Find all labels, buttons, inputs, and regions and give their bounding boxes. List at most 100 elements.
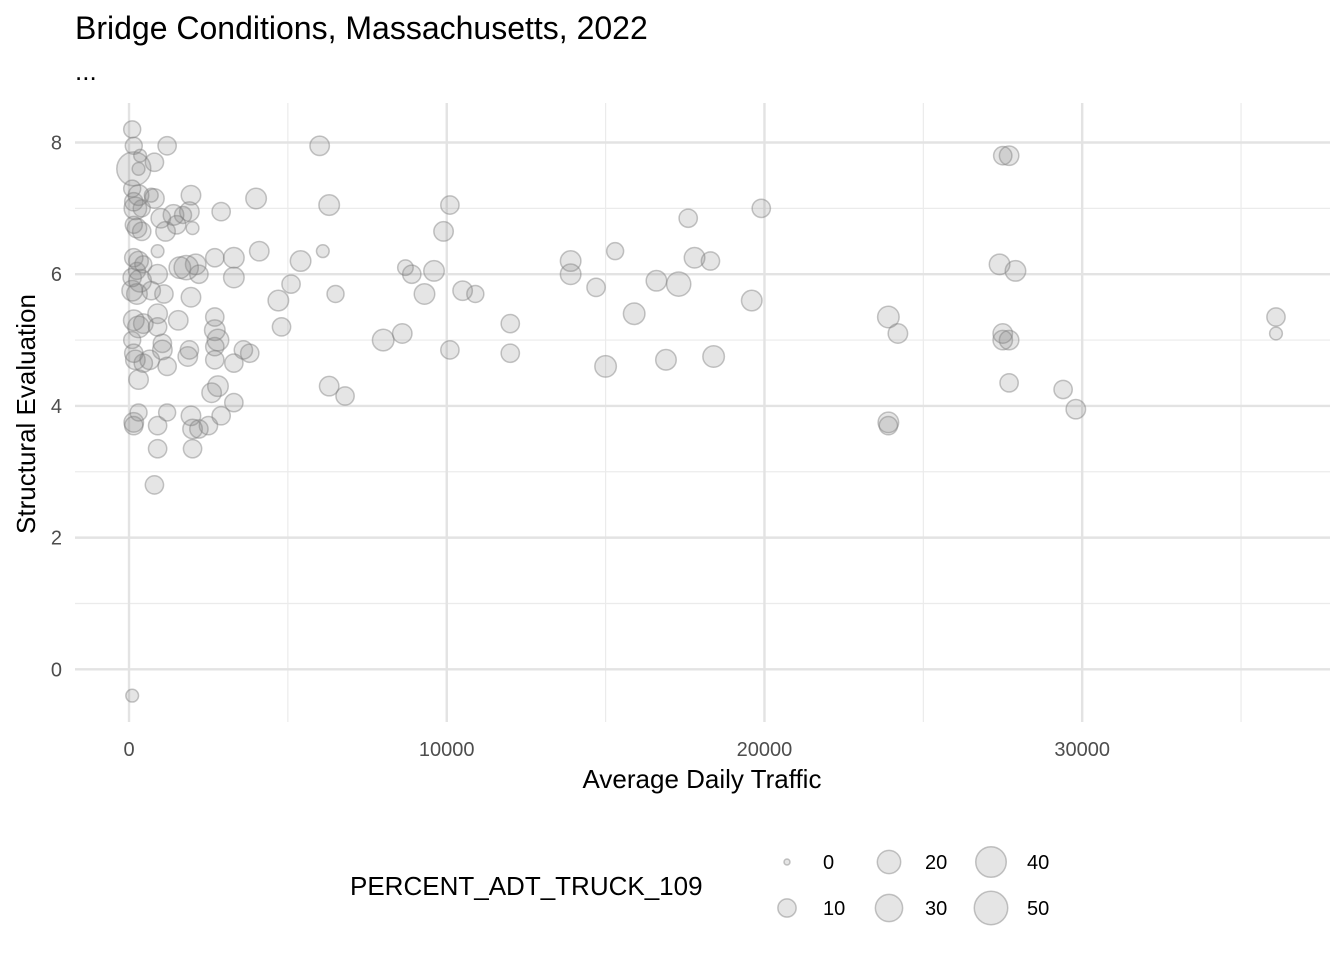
data-point: [157, 356, 178, 377]
size-legend: PERCENT_ADT_TRUCK_109 0 10 20 30 40 50: [350, 845, 1049, 926]
data-point: [998, 145, 1020, 167]
data-point: [155, 220, 177, 242]
data-point: [122, 309, 145, 332]
data-point: [1053, 379, 1074, 400]
data-point: [122, 267, 143, 288]
data-point: [131, 161, 146, 176]
data-point: [157, 135, 178, 156]
data-point: [211, 201, 232, 222]
data-point: [182, 418, 204, 440]
legend-key-label: 10: [823, 898, 845, 920]
data-point: [198, 415, 219, 436]
data-point: [128, 369, 150, 391]
data-point: [740, 289, 763, 312]
data-point: [1004, 259, 1027, 282]
data-point: [132, 313, 154, 335]
data-point: [180, 405, 202, 427]
data-point: [315, 244, 330, 259]
data-point: [179, 340, 200, 360]
legend-key-label: 30: [925, 898, 947, 920]
data-point: [281, 274, 301, 294]
data-point: [154, 284, 174, 304]
data-point: [122, 330, 142, 350]
data-point: [123, 415, 144, 436]
data-point: [559, 250, 582, 273]
data-point: [177, 346, 199, 368]
data-point: [702, 345, 726, 369]
legend-key-symbol: [777, 898, 797, 918]
data-point: [423, 259, 446, 282]
data-point: [180, 184, 202, 206]
legend-key-symbol: [783, 858, 791, 866]
data-point: [401, 264, 422, 285]
data-point: [204, 247, 225, 268]
y-tick-label: 4: [51, 396, 62, 418]
legend-key-symbol: [973, 890, 1009, 926]
data-point: [751, 198, 772, 219]
data-point: [129, 403, 148, 422]
data-point: [440, 340, 460, 360]
data-point: [147, 438, 168, 459]
data-point: [147, 415, 168, 436]
data-point: [876, 305, 900, 329]
data-point: [335, 386, 355, 406]
data-point: [125, 282, 148, 305]
data-point: [128, 250, 150, 272]
data-point: [203, 319, 226, 342]
major-gridlines: [75, 103, 1330, 722]
data-point: [500, 343, 521, 364]
data-point: [147, 263, 169, 285]
data-point: [128, 268, 153, 293]
data-point: [204, 307, 225, 327]
y-tick-label: 0: [51, 659, 62, 681]
data-point: [123, 343, 144, 364]
legend-title: PERCENT_ADT_TRUCK_109: [350, 871, 703, 901]
x-tick-label: 30000: [1054, 739, 1110, 761]
chart-title: Bridge Conditions, Massachusetts, 2022: [75, 10, 648, 46]
data-point: [167, 309, 189, 331]
data-point: [152, 333, 173, 354]
data-point: [173, 254, 200, 281]
legend-key-symbol: [874, 893, 904, 923]
data-point: [204, 336, 225, 357]
legend-key-symbol: [974, 845, 1008, 879]
data-point: [132, 199, 151, 218]
data-point: [133, 353, 154, 374]
data-point: [1065, 398, 1087, 420]
data-point: [440, 195, 460, 215]
data-point: [233, 340, 254, 360]
data-point: [998, 329, 1020, 351]
data-point: [1268, 326, 1284, 341]
data-point: [166, 214, 187, 235]
data-point: [123, 191, 144, 212]
data-point: [222, 266, 245, 289]
data-point: [878, 415, 899, 436]
data-point: [131, 221, 152, 242]
data-point: [157, 403, 177, 422]
data-point: [151, 339, 173, 361]
x-axis-ticks: 0 10000 20000 30000: [123, 739, 1110, 761]
data-point: [396, 259, 414, 277]
x-tick-label: 20000: [737, 739, 793, 761]
data-point: [180, 286, 202, 308]
data-point: [586, 277, 606, 298]
data-point: [309, 135, 331, 157]
data-point: [992, 329, 1014, 351]
data-point: [700, 251, 721, 271]
data-point: [150, 244, 165, 259]
legend-key-label: 50: [1027, 898, 1049, 920]
data-point: [182, 438, 203, 459]
data-point: [289, 250, 312, 273]
data-point: [433, 220, 455, 242]
data-point: [999, 372, 1019, 393]
data-point: [887, 323, 909, 344]
minor-gridlines: [75, 103, 1330, 722]
chart-subtitle: ...: [75, 56, 97, 86]
data-point: [248, 240, 270, 262]
data-point: [144, 152, 165, 173]
data-point: [391, 323, 413, 344]
data-point: [371, 328, 395, 352]
data-point: [139, 349, 161, 371]
data-point: [222, 246, 245, 269]
data-point: [122, 120, 142, 139]
